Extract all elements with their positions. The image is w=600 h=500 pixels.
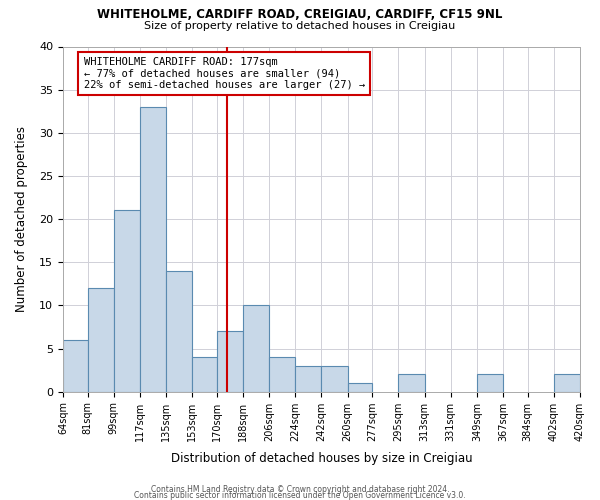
Text: Contains HM Land Registry data © Crown copyright and database right 2024.: Contains HM Land Registry data © Crown c… — [151, 485, 449, 494]
Bar — [322, 366, 347, 392]
Text: Size of property relative to detached houses in Creigiau: Size of property relative to detached ho… — [145, 21, 455, 31]
Bar — [114, 210, 140, 392]
Text: WHITEHOLME, CARDIFF ROAD, CREIGIAU, CARDIFF, CF15 9NL: WHITEHOLME, CARDIFF ROAD, CREIGIAU, CARD… — [97, 8, 503, 20]
Bar — [477, 374, 503, 392]
Bar — [192, 357, 217, 392]
Bar — [347, 383, 373, 392]
Bar — [140, 107, 166, 392]
Bar — [166, 271, 192, 392]
Bar — [269, 357, 295, 392]
Bar — [295, 366, 322, 392]
X-axis label: Distribution of detached houses by size in Creigiau: Distribution of detached houses by size … — [170, 452, 472, 465]
Bar — [554, 374, 580, 392]
Bar — [217, 332, 243, 392]
Bar — [88, 288, 114, 392]
Bar — [63, 340, 88, 392]
Y-axis label: Number of detached properties: Number of detached properties — [15, 126, 28, 312]
Text: WHITEHOLME CARDIFF ROAD: 177sqm
← 77% of detached houses are smaller (94)
22% of: WHITEHOLME CARDIFF ROAD: 177sqm ← 77% of… — [83, 57, 365, 90]
Bar — [398, 374, 425, 392]
Bar — [243, 306, 269, 392]
Text: Contains public sector information licensed under the Open Government Licence v3: Contains public sector information licen… — [134, 491, 466, 500]
